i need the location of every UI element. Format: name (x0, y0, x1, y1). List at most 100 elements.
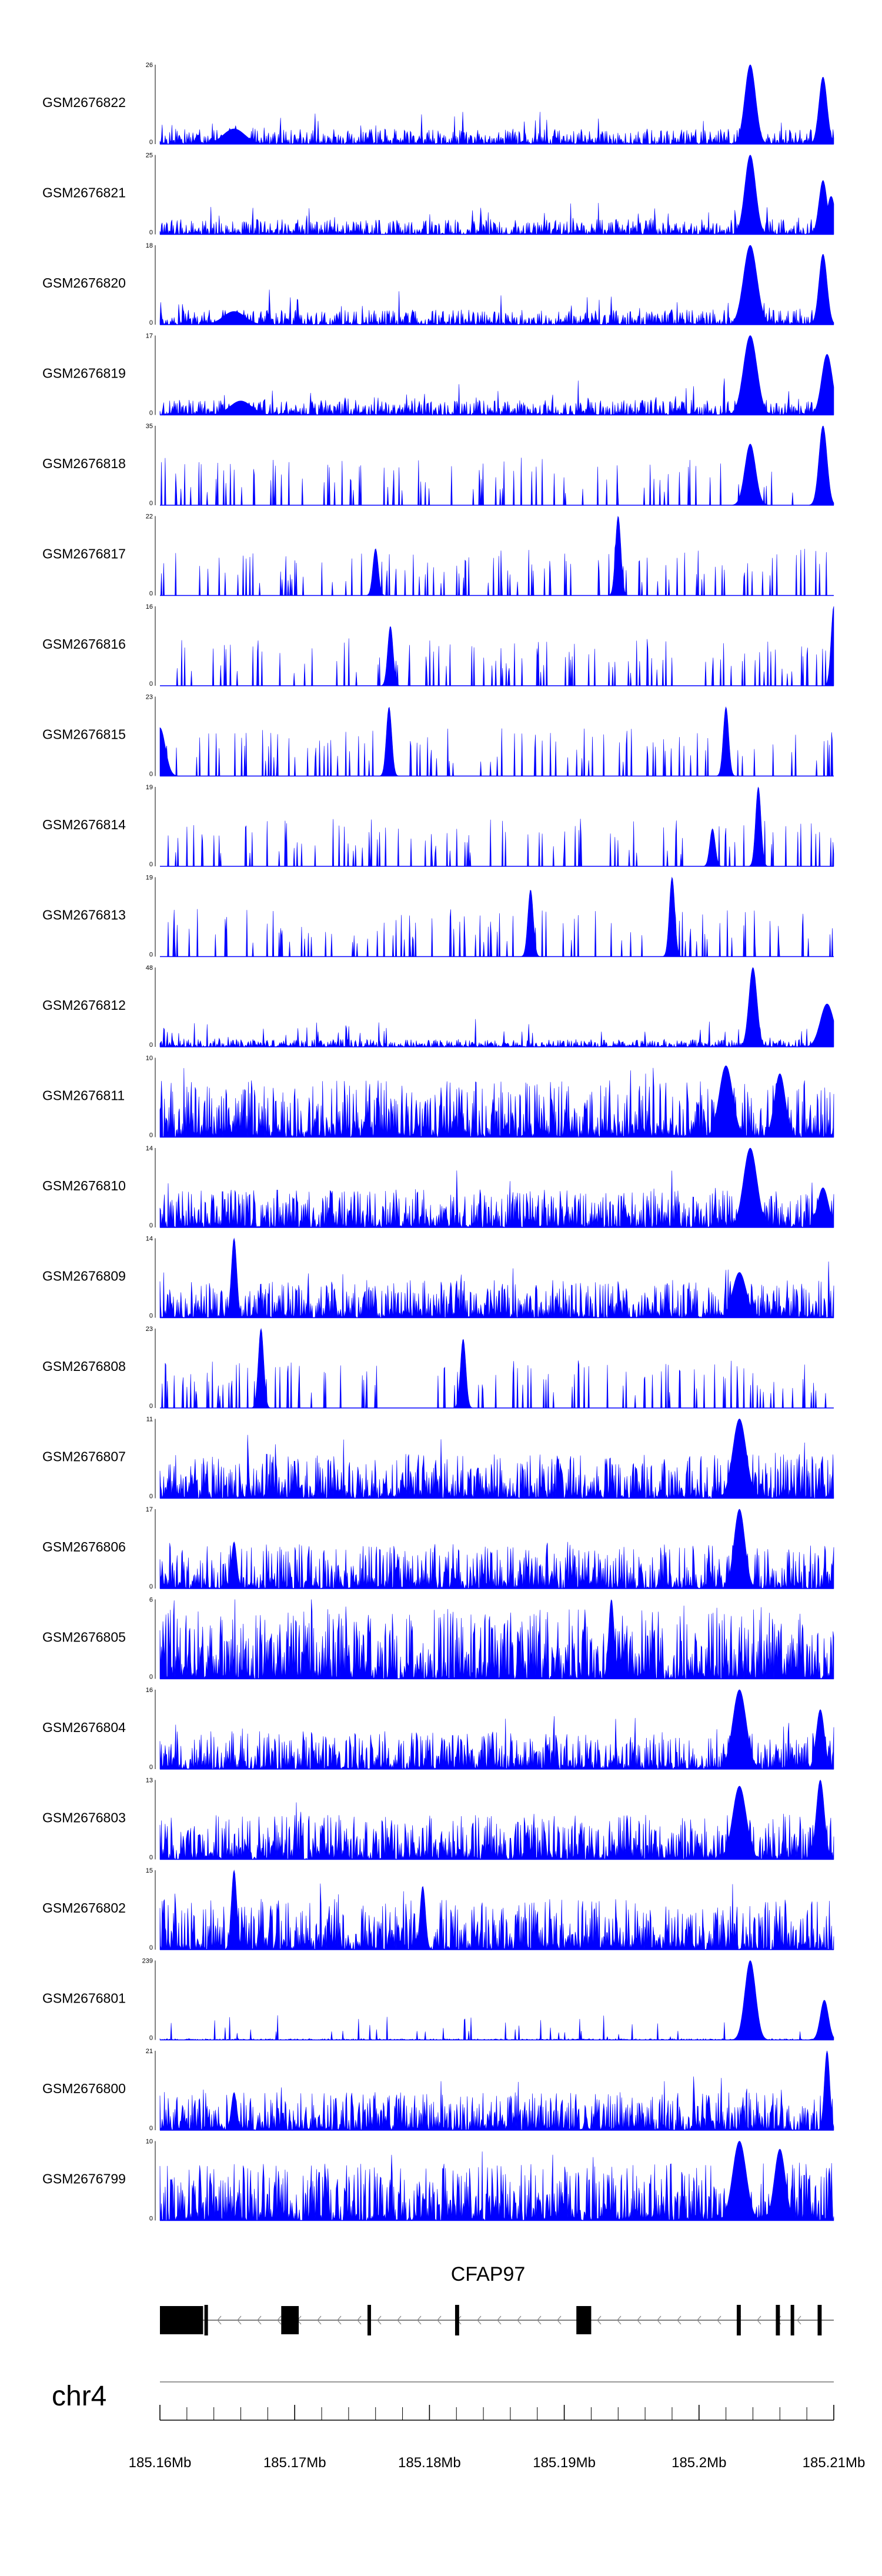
strand-chevron (357, 2315, 362, 2325)
y-min-label: 0 (149, 1222, 153, 1229)
tick-label: 185.21Mb (803, 2455, 866, 2471)
y-min-label: 0 (149, 1493, 153, 1500)
y-max-label: 16 (146, 603, 153, 610)
gene-exon (204, 2305, 208, 2335)
y-min-label: 0 (149, 1132, 153, 1139)
gene-exon (736, 2305, 741, 2335)
coverage-area (159, 1960, 834, 2041)
coverage-track: GSM2676821 25 0 (42, 152, 834, 236)
coverage-track: GSM2676814 19 0 (42, 784, 834, 868)
coverage-track: GSM2676819 17 0 (42, 333, 834, 417)
y-max-label: 10 (146, 1055, 153, 1062)
y-max-label: 16 (146, 1687, 153, 1694)
gene-exon (367, 2305, 371, 2335)
strand-chevron (437, 2315, 442, 2325)
gene-exon (776, 2305, 780, 2335)
strand-chevron (537, 2315, 542, 2325)
y-max-label: 11 (146, 1416, 153, 1423)
y-max-label: 14 (146, 1145, 153, 1152)
coverage-area (159, 2050, 834, 2131)
track-label: GSM2676802 (42, 1900, 126, 1916)
y-min-label: 0 (149, 2035, 153, 2042)
coverage-track: GSM2676811 10 0 (42, 1055, 834, 1139)
coverage-track: GSM2676808 23 0 (42, 1326, 834, 1410)
coverage-track: GSM2676820 18 0 (42, 242, 834, 326)
track-label: GSM2676815 (42, 727, 126, 742)
y-max-label: 239 (142, 1958, 153, 1965)
track-label: GSM2676799 (42, 2171, 126, 2187)
track-label: GSM2676816 (42, 636, 126, 652)
y-max-label: 15 (146, 1867, 153, 1874)
coverage-track: GSM2676806 17 0 (42, 1506, 834, 1590)
tick-label: 185.16Mb (129, 2455, 192, 2471)
y-min-label: 0 (149, 1674, 153, 1681)
y-max-label: 35 (146, 423, 153, 430)
gene-exon (455, 2305, 459, 2335)
track-label: GSM2676803 (42, 1810, 126, 1826)
y-max-label: 48 (146, 965, 153, 972)
strand-chevron (677, 2315, 681, 2325)
strand-chevron (237, 2315, 242, 2325)
gene-exon (790, 2305, 794, 2335)
coverage-track: GSM2676805 6 0 (42, 1597, 834, 1681)
y-min-label: 0 (149, 500, 153, 507)
tick-label: 185.18Mb (398, 2455, 461, 2471)
y-max-label: 19 (146, 875, 153, 882)
track-label: GSM2676810 (42, 1178, 126, 1193)
track-label: GSM2676800 (42, 2081, 126, 2096)
coverage-area (160, 876, 834, 957)
strand-chevron (397, 2315, 402, 2325)
coverage-track: GSM2676817 22 0 (42, 513, 834, 598)
tick-label: 185.17Mb (263, 2455, 326, 2471)
track-label: GSM2676817 (42, 546, 126, 562)
strand-chevron (517, 2315, 522, 2325)
y-max-label: 23 (146, 1326, 153, 1333)
y-min-label: 0 (149, 861, 153, 868)
coverage-area (159, 64, 834, 145)
y-max-label: 21 (146, 2048, 153, 2055)
coverage-area (159, 245, 834, 325)
coverage-track: GSM2676818 35 0 (42, 423, 834, 507)
coverage-track: GSM2676810 14 0 (42, 1145, 834, 1229)
coverage-track: GSM2676799 10 0 (42, 2138, 834, 2223)
coverage-area (160, 1327, 834, 1409)
coverage-area (159, 967, 834, 1048)
strand-chevron (257, 2315, 262, 2325)
y-max-label: 17 (146, 1506, 153, 1513)
coverage-area (159, 1779, 834, 1860)
coverage-area (159, 1689, 834, 1770)
coverage-track: GSM2676802 15 0 (42, 1867, 834, 1951)
gene-exon (160, 2306, 203, 2334)
track-label: GSM2676811 (42, 1088, 125, 1103)
strand-chevron (657, 2315, 662, 2325)
track-label: GSM2676812 (42, 997, 126, 1013)
gene-exon (281, 2306, 299, 2334)
y-max-label: 13 (146, 1777, 153, 1784)
y-min-label: 0 (149, 139, 153, 146)
y-min-label: 0 (149, 680, 153, 688)
strand-chevron (617, 2315, 622, 2325)
coverage-track: GSM2676807 11 0 (42, 1416, 834, 1500)
track-label: GSM2676814 (42, 817, 126, 832)
y-max-label: 22 (146, 513, 153, 520)
gene-track: CFAP97 (160, 2263, 834, 2335)
gene-name-label: CFAP97 (451, 2263, 526, 2285)
y-max-label: 14 (146, 1236, 153, 1243)
coverage-area (159, 706, 834, 776)
coverage-area (159, 1419, 834, 1499)
y-max-label: 6 (149, 1597, 153, 1604)
y-max-label: 23 (146, 694, 153, 701)
y-min-label: 0 (149, 771, 153, 778)
coverage-area (159, 335, 834, 416)
coverage-area (159, 1599, 834, 1680)
y-min-label: 0 (149, 1854, 153, 1861)
y-min-label: 0 (149, 1764, 153, 1771)
coverage-area (160, 425, 834, 506)
y-min-label: 0 (149, 1403, 153, 1410)
track-label: GSM2676822 (42, 95, 126, 110)
gene-exon (576, 2306, 592, 2334)
strand-chevron (337, 2315, 342, 2325)
gene-exon (817, 2305, 822, 2335)
strand-chevron (797, 2315, 801, 2325)
strand-chevron (757, 2315, 761, 2325)
